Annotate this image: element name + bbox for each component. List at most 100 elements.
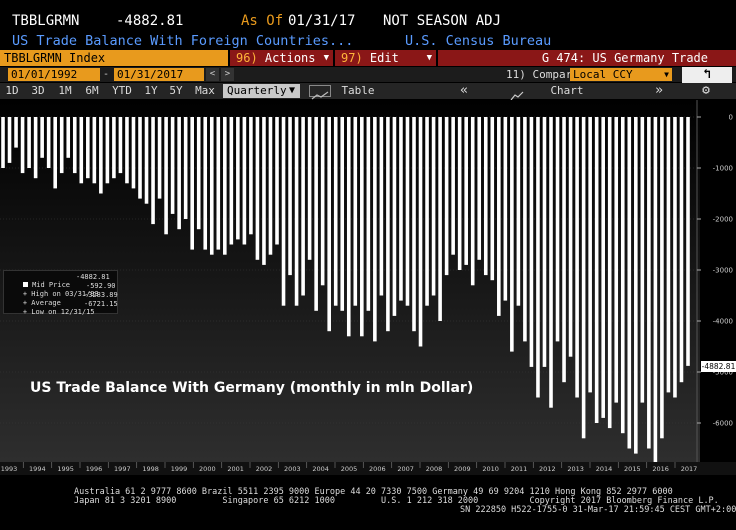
period-5y-button[interactable]: 5Y: [169, 84, 183, 97]
legend-mid-price-label: Mid Price: [32, 281, 71, 289]
x-tick-label: 2003: [284, 465, 301, 473]
bar: [275, 117, 279, 245]
period-1y-button[interactable]: 1Y: [144, 84, 158, 97]
bar: [444, 117, 449, 276]
compare-label[interactable]: 11) Compare: [506, 68, 579, 81]
undo-arrow-icon[interactable]: ↰: [682, 67, 732, 83]
bar: [464, 117, 468, 265]
legend-mid-price-value: -4882.81: [76, 273, 110, 281]
expand-right-icon[interactable]: »: [655, 83, 663, 98]
bar: [46, 117, 51, 168]
bar: [451, 117, 455, 255]
bar: [262, 117, 266, 265]
x-tick-label: 2007: [397, 465, 414, 473]
bar: [268, 117, 273, 255]
x-tick-label: 1998: [142, 465, 159, 473]
period-3d-button[interactable]: 3D: [31, 84, 45, 97]
currency-select[interactable]: Local CCY ▼: [570, 68, 672, 81]
period-1d-button[interactable]: 1D: [5, 84, 19, 97]
bar: [640, 117, 645, 403]
bar: [523, 117, 527, 342]
x-tick-label: 2004: [312, 465, 329, 473]
bar: [425, 117, 429, 306]
as-of-date[interactable]: 01/31/17: [288, 13, 356, 29]
period-6m-button[interactable]: 6M: [85, 84, 99, 97]
bar: [105, 117, 110, 184]
bar: [412, 117, 416, 332]
y-tick-label: -6000: [713, 420, 733, 428]
bar: [490, 117, 495, 281]
period-1m-button[interactable]: 1M: [58, 84, 72, 97]
adjustment-label: NOT SEASON ADJ: [383, 13, 502, 29]
gear-icon[interactable]: ⚙: [702, 83, 710, 98]
data-source: U.S. Census Bureau: [405, 33, 552, 49]
x-tick-label: 2012: [539, 465, 556, 473]
frequency-value: Quarterly: [227, 84, 287, 97]
bar: [177, 117, 181, 230]
bar: [405, 117, 410, 306]
index-field[interactable]: TBBLGRMN Index: [0, 50, 228, 66]
bar: [190, 117, 194, 250]
y-tick-label: -2000: [713, 216, 733, 224]
bar: [379, 117, 384, 296]
prev-period-icon[interactable]: <: [206, 68, 219, 81]
x-tick-label: 2015: [624, 465, 641, 473]
bar: [7, 117, 12, 163]
bar: [131, 117, 136, 189]
bar: [562, 117, 566, 383]
next-period-icon[interactable]: >: [221, 68, 234, 81]
bar: [20, 117, 25, 174]
bar: [216, 117, 221, 250]
bar: [366, 117, 371, 311]
x-tick-label: 2005: [341, 465, 358, 473]
bar: [647, 117, 651, 449]
edit-number: 97): [341, 51, 363, 65]
x-tick-label: 2016: [652, 465, 669, 473]
bar: [72, 117, 77, 174]
bar: [673, 117, 677, 398]
bar: [549, 117, 553, 408]
bar: [575, 117, 579, 398]
period-max-button[interactable]: Max: [195, 84, 215, 97]
bar: [33, 117, 38, 179]
bar: [112, 117, 116, 179]
table-button[interactable]: Table: [341, 84, 375, 97]
period-ytd-button[interactable]: YTD: [112, 84, 132, 97]
edit-menu-button[interactable]: 97) Edit ▼: [335, 50, 436, 66]
bar: [542, 117, 547, 367]
start-date-input[interactable]: 01/01/1992: [8, 68, 100, 81]
x-tick-label: 2014: [596, 465, 613, 473]
actions-number: 96): [236, 51, 258, 65]
frequency-select[interactable]: Quarterly ▼: [223, 84, 300, 98]
legend-high-value: -592.90: [86, 282, 116, 290]
bar: [392, 117, 397, 316]
bar: [99, 117, 103, 194]
period-toolbar: [0, 83, 736, 99]
bar: [86, 117, 90, 179]
actions-menu-button[interactable]: 96) Actions ▼: [230, 50, 333, 66]
x-tick-label: 2008: [426, 465, 443, 473]
bar: [529, 117, 534, 367]
bar: [568, 117, 573, 357]
bar: [79, 117, 84, 184]
chevron-down-icon: ▼: [323, 53, 329, 63]
end-date-input[interactable]: 01/31/2017: [114, 68, 204, 81]
x-tick-label: 2002: [256, 465, 273, 473]
bar: [249, 117, 253, 235]
y-tick-label: 0: [729, 114, 733, 122]
legend-average-value: -3283.89: [84, 291, 118, 299]
x-tick-label: 2000: [199, 465, 216, 473]
bar: [497, 117, 501, 316]
x-tick-label: 1999: [171, 465, 188, 473]
chart-type-icon[interactable]: [309, 85, 331, 100]
actions-label: Actions: [264, 51, 316, 65]
bar: [607, 117, 612, 429]
bar: [170, 117, 175, 214]
x-tick-label: 2013: [567, 465, 584, 473]
legend-box: Mid Price -4882.81 + High on 03/31/93 -5…: [3, 270, 118, 316]
bar: [223, 117, 227, 255]
chart-content-button[interactable]: Chart Content: [544, 84, 590, 113]
collapse-left-icon[interactable]: «: [460, 83, 468, 98]
legend-low-label: Low on 12/31/15: [31, 308, 95, 316]
x-tick-label: 1996: [86, 465, 103, 473]
